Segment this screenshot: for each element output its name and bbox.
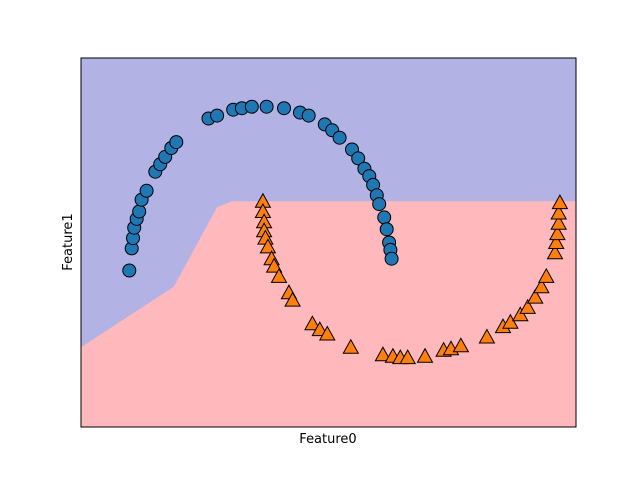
triangle-point	[533, 278, 550, 294]
circle-point	[384, 251, 399, 266]
triangle-point	[511, 306, 529, 322]
triangle-point	[550, 214, 568, 230]
triangle-point	[416, 347, 434, 363]
triangle-point	[519, 298, 537, 314]
x-axis-label: Feature0	[299, 432, 356, 447]
triangle-point	[547, 233, 565, 249]
triangle-point	[551, 194, 569, 210]
circle-point	[132, 204, 147, 219]
circle-point	[372, 197, 387, 212]
plot-frame	[80, 57, 577, 428]
triangle-point	[549, 225, 566, 241]
triangle-point	[318, 325, 336, 341]
triangle-point	[259, 238, 277, 254]
markers-layer	[122, 99, 569, 365]
circle-point	[169, 135, 184, 150]
circle-point	[139, 183, 154, 198]
plot-area	[81, 58, 576, 427]
circle-point	[351, 151, 366, 166]
triangle-point	[546, 244, 564, 260]
decision-region-upper	[81, 58, 576, 348]
triangle-point	[399, 349, 417, 365]
triangle-point	[270, 267, 288, 283]
triangle-point	[342, 338, 360, 354]
circle-point	[379, 222, 394, 237]
triangle-point	[478, 328, 496, 344]
triangle-point	[550, 204, 568, 220]
triangle-point	[304, 315, 321, 331]
triangle-point	[452, 337, 470, 353]
circle-point	[301, 108, 316, 123]
y-axis-label: Feature1	[61, 213, 76, 270]
triangle-point	[502, 313, 519, 329]
circle-point	[277, 101, 291, 116]
triangle-point	[265, 257, 283, 273]
triangle-point	[284, 291, 301, 307]
circle-point	[122, 263, 137, 278]
triangle-point	[526, 288, 544, 304]
circle-point	[332, 130, 347, 145]
triangle-point	[374, 346, 392, 362]
circle-point	[377, 210, 392, 225]
triangle-point	[537, 267, 555, 283]
circle-point	[259, 99, 274, 114]
circle-point	[210, 108, 225, 123]
circle-point	[244, 99, 259, 114]
